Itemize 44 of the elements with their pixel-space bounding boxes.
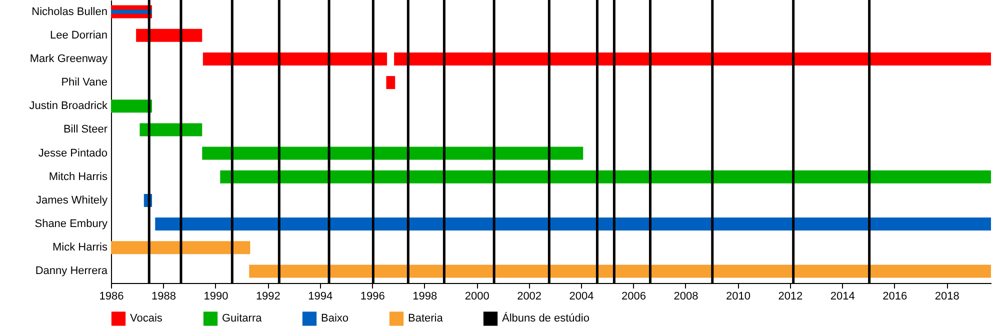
x-tick-label: 2014	[830, 290, 855, 302]
x-tick-label: 1986	[99, 290, 124, 302]
x-tick-label: 1994	[308, 290, 333, 302]
bar	[220, 170, 991, 184]
x-tick-label: 2004	[569, 290, 594, 302]
x-tick-label: 1996	[360, 290, 385, 302]
legend-label: Bateria	[408, 312, 444, 325]
legend-label: Álbuns de estúdio	[502, 312, 590, 325]
y-tick-label: Mark Greenway	[30, 52, 108, 65]
x-tick-label: 1990	[204, 290, 228, 302]
bar	[111, 100, 152, 113]
x-tick-label: 2016	[882, 290, 908, 302]
x-tick-label: 2008	[674, 290, 698, 302]
x-tick-label: 1992	[256, 290, 280, 302]
x-tick-label: 1998	[412, 290, 438, 302]
x-tick-label: 2018	[934, 290, 960, 302]
y-tick-label: Lee Dorrian	[50, 29, 108, 42]
y-tick-label: Jesse Pintado	[38, 147, 108, 160]
x-tick-label: 2002	[517, 290, 542, 302]
y-tick-label: Mick Harris	[52, 242, 108, 254]
y-tick-label: Phil Vane	[61, 76, 108, 89]
y-tick-label: James Whitely	[36, 194, 108, 206]
y-tick-label: Mitch Harris	[48, 170, 108, 183]
bar	[202, 146, 584, 160]
bar	[249, 264, 991, 278]
y-tick-label: Bill Steer	[63, 124, 108, 136]
y-tick-label: Shane Embury	[34, 218, 108, 230]
legend-label: Baixo	[321, 312, 349, 325]
y-tick-label: Nicholas Bullen	[32, 6, 108, 18]
y-tick-label: Justin Broadrick	[29, 100, 108, 112]
x-tick-label: 2010	[726, 290, 750, 302]
bar	[111, 241, 250, 254]
bar	[394, 52, 991, 66]
x-tick-label: 2006	[622, 290, 646, 302]
x-tick-label: 1988	[151, 290, 176, 302]
legend-label: Vocais	[130, 312, 163, 325]
x-tick-label: 2012	[778, 290, 803, 302]
y-tick-label: Danny Herrera	[35, 265, 108, 278]
x-tick-label: 2000	[464, 290, 490, 302]
bar	[386, 76, 396, 90]
legend-label: Guitarra	[222, 312, 263, 325]
bar	[136, 28, 202, 42]
bar	[202, 52, 388, 66]
bar	[155, 218, 991, 231]
